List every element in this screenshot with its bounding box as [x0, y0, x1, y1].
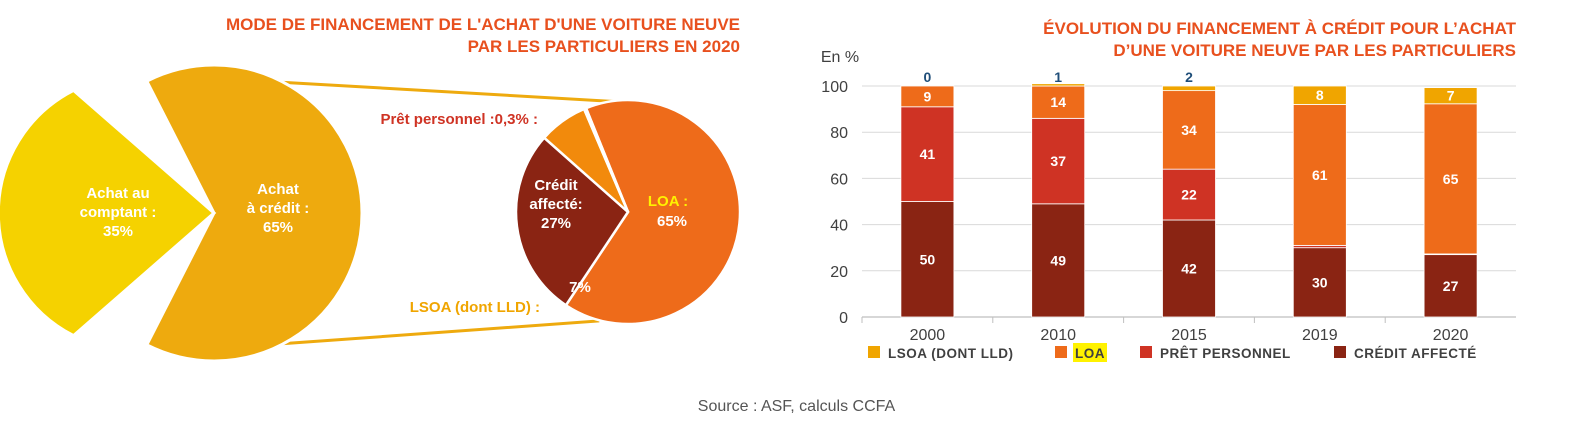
label-credit-affecte: Crédit [534, 177, 577, 194]
bar-credit-2020 [1423, 254, 1478, 318]
data-label-loa-2019: 61 [1312, 167, 1328, 183]
y-tick-label: 60 [830, 171, 848, 188]
bar-loa-2010 [1031, 85, 1086, 119]
bar-lsoa-2020 [1423, 87, 1478, 105]
data-label-loa-2010: 14 [1050, 94, 1066, 110]
y-tick-label: 100 [821, 79, 848, 96]
label-credit-affecte: 27% [541, 215, 571, 232]
slice-loa [564, 98, 742, 326]
data-label-pret-2015: 22 [1181, 187, 1197, 203]
legend-label-credit: CRÉDIT AFFECTÉ [1354, 346, 1477, 361]
x-tick-label-2010: 2010 [1040, 327, 1076, 344]
data-label-lsoa-2010: 1 [1054, 69, 1062, 85]
y-tick-label: 20 [830, 264, 848, 281]
bar-chart-title: ÉVOLUTION DU FINANCEMENT À CRÉDIT POUR L… [840, 18, 1516, 62]
legend-label-loa: LOA [1075, 346, 1105, 361]
bar-pret-2000 [900, 106, 955, 202]
bar-pret-2015 [1162, 168, 1216, 221]
data-label-credit-2019: 30 [1312, 274, 1328, 290]
label-loa-name: LOA : [648, 193, 688, 210]
callout-pret-personnel: Prêt personnel :0,3% : [380, 111, 538, 128]
data-label-loa-2020: 65 [1443, 171, 1459, 187]
data-label-lsoa-2020: 7 [1447, 88, 1455, 104]
pie-chart: Achat au comptant : 35% Achat à crédit : 65% L… [0, 63, 742, 363]
y-tick-label: 0 [839, 310, 848, 327]
label-achat-credit: 65% [263, 219, 293, 236]
bar-loa-2020 [1423, 103, 1478, 255]
label-lsoa-value: 7% [569, 279, 591, 296]
label-achat-comptant: Achat au [86, 185, 149, 202]
label-achat-comptant: 35% [103, 223, 133, 240]
pie-title-line-2: PAR LES PARTICULIERS EN 2020 [467, 37, 740, 56]
bar-lsoa-2010 [1031, 83, 1086, 87]
x-tick-label-2015: 2015 [1171, 327, 1207, 344]
legend-swatch-lsoa [868, 346, 880, 358]
legend-swatch-pret [1140, 346, 1152, 358]
data-label-credit-2015: 42 [1181, 260, 1197, 276]
bar-pret-2010 [1031, 117, 1086, 205]
x-tick-label-2019: 2019 [1302, 327, 1338, 344]
bar-credit-2000 [900, 201, 955, 318]
legend-swatch-loa [1055, 346, 1067, 358]
data-label-credit-2010: 49 [1050, 252, 1066, 268]
bar-title-line-2: D’UNE VOITURE NEUVE PAR LES PARTICULIERS [1113, 41, 1516, 60]
callout-lsoa: LSOA (dont LLD) : [410, 299, 540, 316]
slice-pret-personnel [582, 106, 630, 213]
y-tick-label: 40 [830, 218, 848, 235]
y-axis-label: En % [821, 49, 859, 66]
slice-achat-credit [144, 63, 364, 363]
x-tick-label-2000: 2000 [910, 327, 946, 344]
stacked-bar-chart: En % 0 20 40 60 80 100 2000 50 41 9 0 2010 49 37 14 1 201… [821, 49, 1516, 362]
legend-label-pret: PRÊT PERSONNEL [1160, 346, 1291, 361]
legend-swatch-credit [1334, 346, 1346, 358]
bar-title-line-1: ÉVOLUTION DU FINANCEMENT À CRÉDIT POUR L… [1043, 19, 1516, 38]
legend-highlight [1073, 343, 1107, 362]
x-tick-label-2020: 2020 [1433, 327, 1469, 344]
pie-title-line-1: MODE DE FINANCEMENT DE L'ACHAT D'UNE VOI… [225, 15, 740, 34]
source-note: Source : ASF, calculs CCFA [697, 398, 896, 415]
data-label-pret-2000: 41 [920, 146, 936, 162]
bar-loa-2000 [900, 85, 955, 108]
pie-chart-title: MODE DE FINANCEMENT DE L'ACHAT D'UNE VOI… [60, 14, 740, 58]
label-achat-credit: à crédit : [247, 200, 310, 217]
data-label-lsoa-2000: 0 [924, 69, 932, 85]
bar-loa-2019 [1292, 104, 1347, 246]
label-loa-value: 65% [657, 213, 687, 230]
label-credit-affecte: affecté: [529, 196, 582, 213]
bar-credit-2019 [1292, 247, 1347, 318]
data-label-loa-2000: 9 [924, 88, 932, 104]
legend-label-lsoa: LSOA (DONT LLD) [888, 346, 1013, 361]
slice-achat-comptant [0, 88, 217, 338]
bar-lsoa-2015 [1162, 85, 1216, 92]
bar-credit-2015 [1162, 219, 1216, 318]
data-label-pret-2010: 37 [1050, 153, 1066, 169]
label-achat-comptant: comptant : [80, 204, 157, 221]
data-label-lsoa-2015: 2 [1185, 69, 1193, 85]
slice-credit-affecte [514, 135, 630, 307]
bar-lsoa-2019 [1292, 85, 1347, 105]
data-label-loa-2015: 34 [1181, 122, 1197, 138]
data-label-lsoa-2019: 8 [1316, 87, 1324, 103]
data-label-credit-2000: 50 [920, 251, 936, 267]
y-tick-label: 80 [830, 125, 848, 142]
data-label-credit-2020: 27 [1443, 278, 1459, 294]
label-achat-credit: Achat [257, 181, 299, 198]
bar-credit-2010 [1031, 203, 1086, 318]
